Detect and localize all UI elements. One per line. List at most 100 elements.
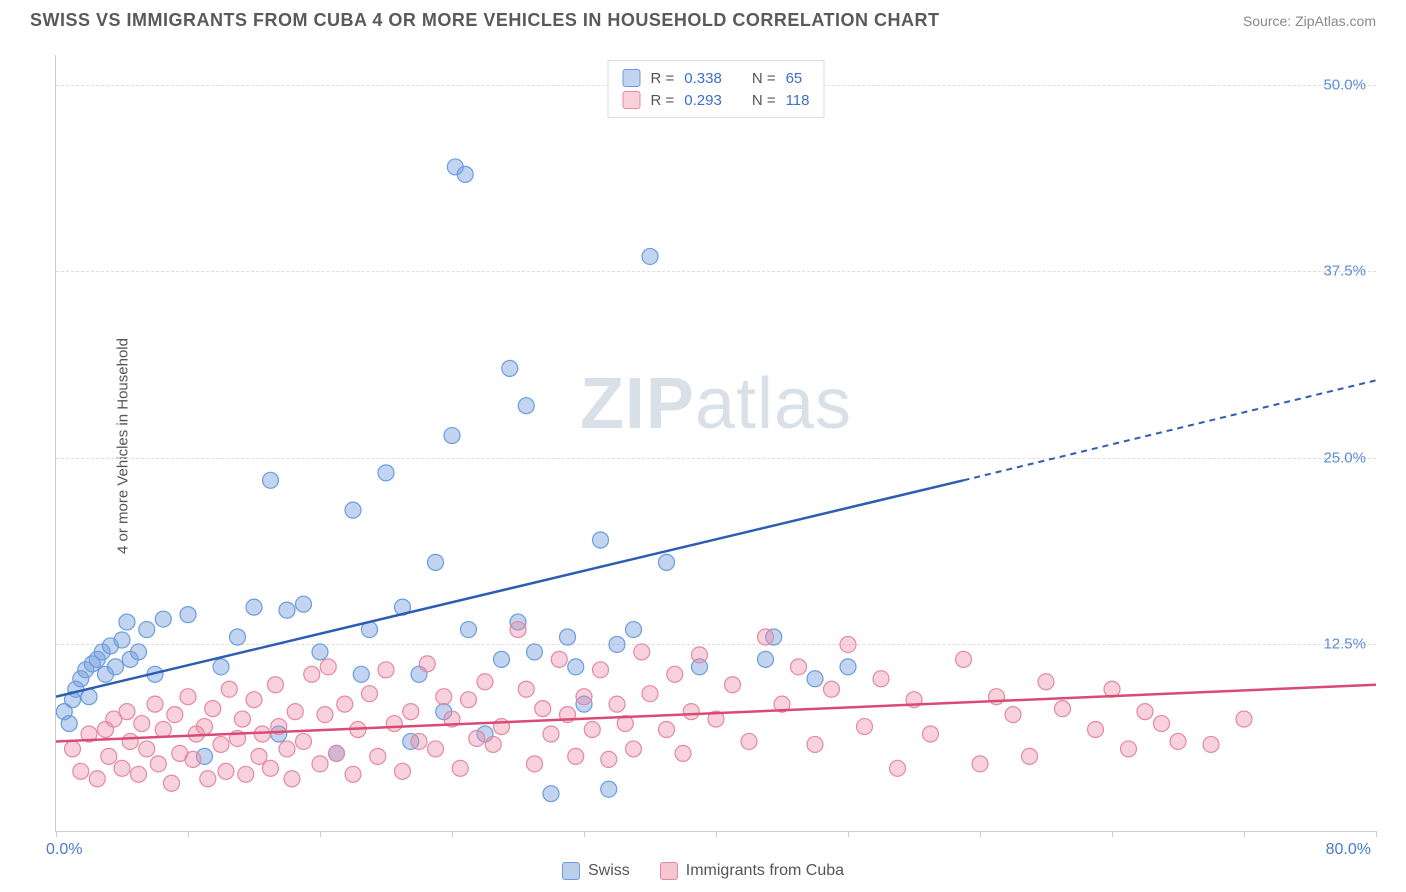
data-point [890, 760, 906, 776]
data-point [593, 532, 609, 548]
data-point [956, 651, 972, 667]
data-point [551, 651, 567, 667]
data-point [527, 644, 543, 660]
data-point [626, 741, 642, 757]
data-point [218, 763, 234, 779]
data-point [576, 689, 592, 705]
trend-line [56, 480, 964, 696]
data-point [494, 651, 510, 667]
data-point [284, 771, 300, 787]
data-point [329, 745, 345, 761]
data-point [807, 736, 823, 752]
data-point [436, 689, 452, 705]
data-point [362, 686, 378, 702]
x-tick [584, 831, 585, 837]
data-point [234, 711, 250, 727]
data-point [601, 751, 617, 767]
data-point [353, 666, 369, 682]
data-point [263, 760, 279, 776]
x-tick [1112, 831, 1113, 837]
trend-line-extrapolated [964, 380, 1377, 480]
data-point [461, 622, 477, 638]
data-point [164, 775, 180, 791]
data-point [395, 763, 411, 779]
data-point [317, 707, 333, 723]
data-point [378, 465, 394, 481]
data-point [378, 662, 394, 678]
data-point [139, 622, 155, 638]
data-point [230, 629, 246, 645]
x-tick [452, 831, 453, 837]
data-point [683, 704, 699, 720]
data-point [807, 671, 823, 687]
data-point [304, 666, 320, 682]
data-point [543, 726, 559, 742]
data-point [312, 756, 328, 772]
data-point [155, 611, 171, 627]
data-point [386, 716, 402, 732]
data-point [1170, 733, 1186, 749]
data-point [197, 719, 213, 735]
r-prefix: R = [651, 92, 675, 109]
data-point [560, 629, 576, 645]
x-tick [1244, 831, 1245, 837]
legend-swatch [623, 91, 641, 109]
data-point [601, 781, 617, 797]
data-point [114, 760, 130, 776]
data-point [296, 596, 312, 612]
scatter-svg [56, 55, 1376, 831]
data-point [667, 666, 683, 682]
data-point [1022, 748, 1038, 764]
data-point [457, 166, 473, 182]
data-point [213, 736, 229, 752]
data-point [119, 704, 135, 720]
data-point [1005, 707, 1021, 723]
data-point [312, 644, 328, 660]
legend-label: Immigrants from Cuba [686, 862, 844, 880]
data-point [419, 656, 435, 672]
data-point [320, 659, 336, 675]
x-axis-max-label: 80.0% [1326, 841, 1371, 859]
data-point [213, 659, 229, 675]
data-point [923, 726, 939, 742]
data-point [477, 674, 493, 690]
data-point [659, 554, 675, 570]
legend-item: Immigrants from Cuba [660, 862, 844, 880]
data-point [205, 701, 221, 717]
data-point [65, 741, 81, 757]
data-point [518, 681, 534, 697]
r-value: 0.338 [684, 70, 722, 87]
chart-header: SWISS VS IMMIGRANTS FROM CUBA 4 OR MORE … [0, 0, 1406, 31]
data-point [279, 741, 295, 757]
data-point [337, 696, 353, 712]
x-tick [716, 831, 717, 837]
data-point [221, 681, 237, 697]
chart-plot-area: R = 0.338 N = 65 R = 0.293 N = 118 ZIPat… [55, 55, 1376, 832]
r-value: 0.293 [684, 92, 722, 109]
data-point [61, 716, 77, 732]
data-point [857, 719, 873, 735]
data-point [568, 748, 584, 764]
data-point [131, 644, 147, 660]
data-point [609, 696, 625, 712]
data-point [1038, 674, 1054, 690]
x-tick [848, 831, 849, 837]
data-point [510, 622, 526, 638]
data-point [758, 629, 774, 645]
data-point [461, 692, 477, 708]
data-point [675, 745, 691, 761]
data-point [444, 428, 460, 444]
x-tick [320, 831, 321, 837]
data-point [469, 730, 485, 746]
data-point [840, 636, 856, 652]
data-point [873, 671, 889, 687]
data-point [1154, 716, 1170, 732]
data-point [1055, 701, 1071, 717]
n-prefix: N = [752, 70, 776, 87]
data-point [167, 707, 183, 723]
data-point [758, 651, 774, 667]
data-point [1137, 704, 1153, 720]
data-point [642, 686, 658, 702]
data-point [634, 644, 650, 660]
data-point [824, 681, 840, 697]
